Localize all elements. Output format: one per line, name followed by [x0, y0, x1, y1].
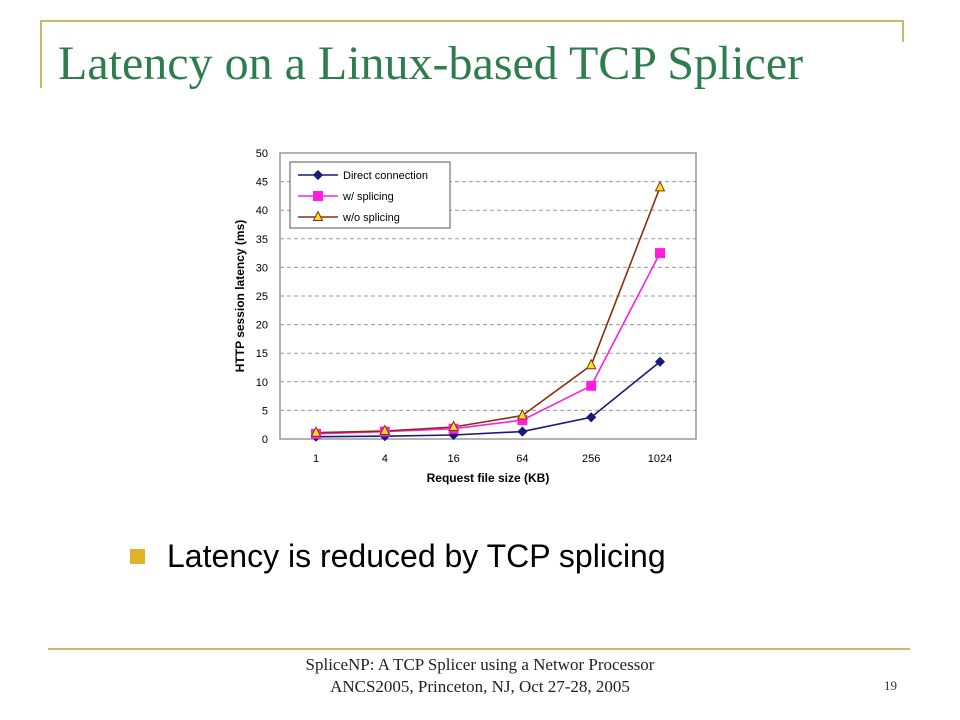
data-point-marker — [517, 408, 528, 420]
data-point-marker — [379, 424, 391, 435]
chart-legend: Direct connection w/ splicing w/o splicing — [289, 161, 451, 229]
footer-line-2: ANCS2005, Princeton, NJ, Oct 27-28, 2005 — [330, 677, 630, 696]
data-point-marker — [585, 358, 597, 370]
bullet-square-icon — [130, 549, 145, 564]
y-tick-label: 10 — [256, 377, 268, 389]
footer-rule — [48, 648, 910, 650]
series-layer — [310, 180, 666, 442]
page-number: 19 — [884, 678, 897, 693]
data-point-marker — [448, 420, 459, 431]
data-point-marker — [312, 169, 324, 181]
y-tick-label: 0 — [262, 434, 268, 446]
plot-area-border — [279, 152, 697, 440]
footer: SpliceNP: A TCP Splicer using a Networ P… — [0, 654, 960, 698]
data-point-marker — [586, 380, 597, 391]
data-point-marker — [517, 415, 528, 426]
y-axis-label: HTTP session latency (ms) — [233, 220, 247, 373]
data-point-marker — [517, 426, 528, 437]
data-point-marker — [654, 356, 666, 367]
y-tick-label: 30 — [256, 262, 268, 274]
slide-title: Latency on a Linux-based TCP Splicer — [58, 37, 804, 90]
y-tick-labels: 0 5 10 15 20 25 30 35 40 45 50 — [256, 148, 268, 446]
legend-label: w/o splicing — [342, 212, 400, 224]
y-tick-label: 15 — [256, 348, 268, 360]
x-tick-label: 256 — [582, 453, 600, 465]
frame-left-line — [40, 20, 42, 88]
data-point-marker — [313, 191, 323, 201]
footer-line-1: SpliceNP: A TCP Splicer using a Networ P… — [305, 655, 655, 674]
y-tick-label: 50 — [256, 148, 268, 160]
data-point-marker — [586, 412, 597, 423]
x-tick-label: 4 — [382, 453, 388, 465]
series-line — [315, 361, 661, 438]
data-point-marker — [310, 426, 322, 437]
x-tick-labels: 1 4 16 64 256 1024 — [313, 453, 672, 465]
bullet-text: Latency is reduced by TCP splicing — [167, 538, 666, 574]
x-tick-label: 16 — [447, 453, 459, 465]
y-tick-label: 40 — [256, 205, 268, 217]
x-tick-label: 1 — [313, 453, 319, 465]
x-tick-label: 1024 — [648, 453, 672, 465]
data-point-marker — [312, 210, 324, 221]
x-tick-label: 64 — [516, 453, 528, 465]
bullet-item: Latency is reduced by TCP splicing — [130, 538, 666, 575]
y-tick-label: 25 — [256, 291, 268, 303]
data-point-marker — [655, 248, 665, 259]
x-axis-label: Request file size (KB) — [427, 471, 550, 485]
y-tick-label: 35 — [256, 234, 268, 246]
series-line — [315, 252, 661, 435]
y-tick-label: 20 — [256, 320, 268, 332]
series-line — [315, 187, 661, 434]
legend-label: w/ splicing — [342, 191, 394, 203]
y-tick-label: 5 — [262, 405, 268, 417]
latency-chart: 0 5 10 15 20 25 30 35 40 45 50 1 4 16 64 256 1024 Reque… — [233, 148, 697, 485]
data-point-marker — [654, 180, 666, 192]
y-tick-label: 45 — [256, 177, 268, 189]
frame-top-line — [40, 20, 902, 22]
frame-right-line — [902, 20, 904, 42]
chart-grid — [280, 181, 696, 411]
legend-label: Direct connection — [343, 170, 428, 182]
